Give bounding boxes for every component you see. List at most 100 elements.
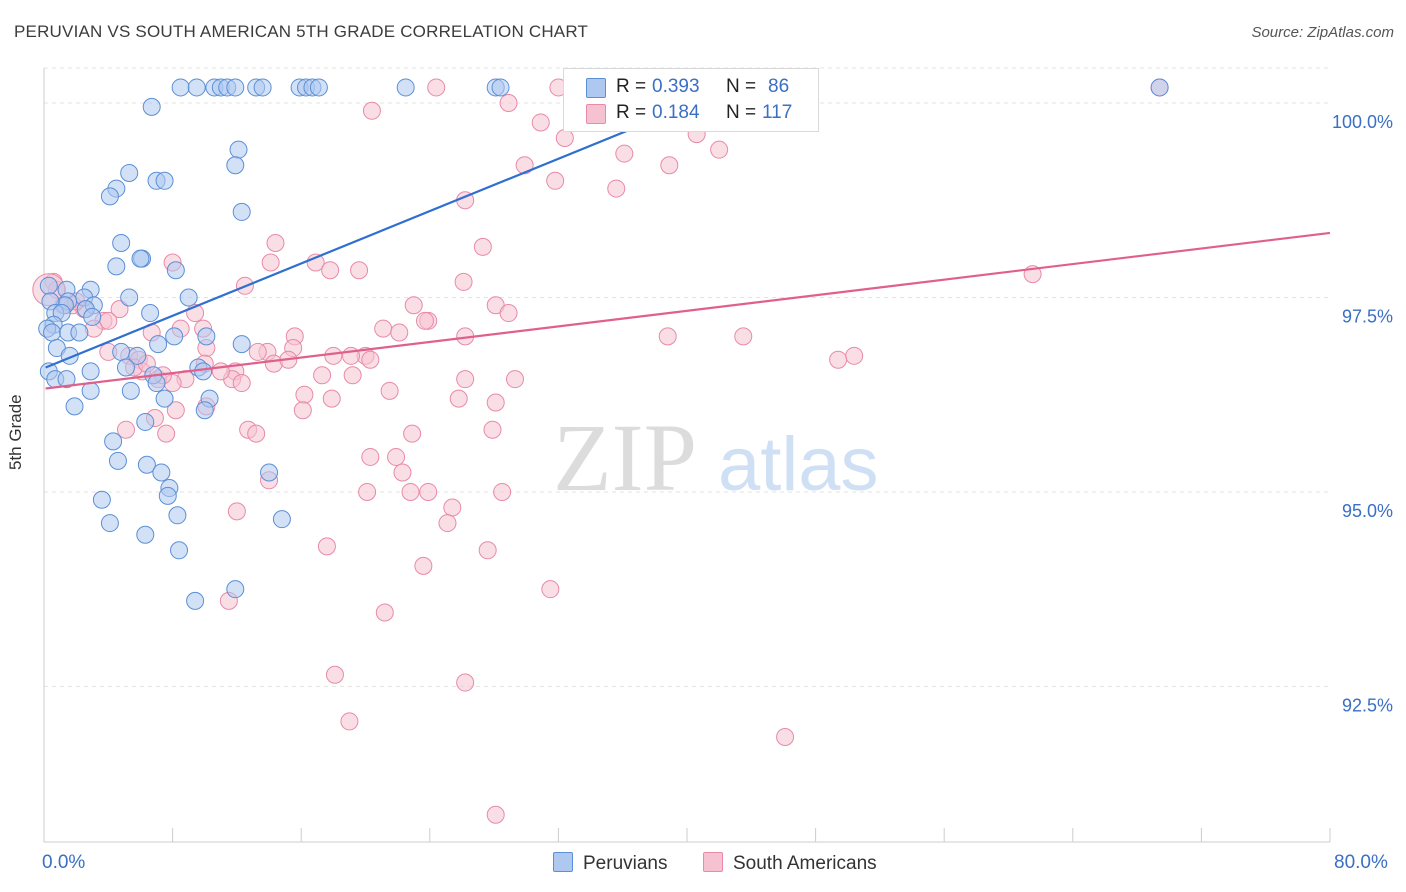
south-american-point	[486, 393, 505, 412]
peruvian-point	[81, 362, 100, 381]
south-american-point	[361, 447, 380, 466]
y-tick-label: 95.0%	[1342, 501, 1393, 521]
south-american-point	[166, 401, 185, 420]
south-american-point	[486, 805, 505, 824]
peruvian-point	[136, 412, 155, 431]
south-american-point	[415, 311, 434, 330]
peruvian-point	[170, 541, 189, 560]
peruvian-point	[120, 164, 139, 183]
y-tick-labels: 92.5% 95.0% 97.5% 100.0%	[1332, 112, 1393, 715]
trend-lines	[45, 86, 1331, 390]
peruvian-point	[108, 451, 127, 470]
x-tick-label-min: 0.0%	[42, 852, 86, 873]
x-tick-label-max: 80.0%	[1334, 852, 1388, 873]
south-american-point	[375, 603, 394, 622]
legend-n-value: 117	[762, 102, 793, 123]
peruvian-point	[309, 78, 328, 97]
south-american-point	[829, 350, 848, 369]
peruvian-point	[232, 202, 251, 221]
peruvians-points	[38, 78, 1169, 610]
south-american-point	[456, 673, 475, 692]
peruvian-point	[131, 249, 150, 268]
peruvian-point	[229, 140, 248, 159]
south-american-point	[116, 420, 135, 439]
axes	[43, 68, 1331, 843]
legend-n-label: N =	[726, 76, 757, 97]
legend-swatch-pink	[586, 104, 606, 124]
peruvian-point	[197, 327, 216, 346]
south-american-point	[531, 113, 550, 132]
south-american-point	[607, 179, 626, 198]
south-american-point	[454, 272, 473, 291]
south-american-point	[261, 253, 280, 272]
south-american-point	[157, 424, 176, 443]
peruvian-point	[260, 463, 279, 482]
peruvian-point	[142, 97, 161, 116]
peruvian-point	[43, 323, 62, 342]
peruvians-trend-line	[45, 86, 735, 369]
peruvian-point	[70, 323, 89, 342]
south-american-point	[403, 424, 422, 443]
peruvian-point	[396, 78, 415, 97]
south-american-point	[615, 144, 634, 163]
south-american-point	[546, 171, 565, 190]
y-tick-label: 97.5%	[1342, 306, 1393, 326]
south-american-point	[362, 101, 381, 120]
south-american-point	[505, 370, 524, 389]
peruvian-point	[155, 171, 174, 190]
south-american-point	[266, 234, 285, 253]
south-american-point	[295, 385, 314, 404]
peruvian-point	[194, 362, 213, 381]
peruvian-point	[171, 78, 190, 97]
peruvian-point	[100, 187, 119, 206]
south-american-point	[710, 140, 729, 159]
peruvian-point	[65, 397, 84, 416]
peruvian-point	[83, 307, 102, 326]
peruvian-point	[107, 257, 126, 276]
south-american-point	[317, 537, 336, 556]
south-american-point	[401, 482, 420, 501]
peruvian-point	[100, 514, 119, 533]
legend-r-label: R =	[616, 76, 647, 97]
peruvian-point	[112, 342, 131, 361]
south-american-point	[340, 712, 359, 731]
bottom-legend-south-americans: South Americans	[703, 852, 877, 875]
peruvian-point	[226, 78, 245, 97]
bottom-legend-label: South Americans	[733, 853, 877, 874]
south-american-point	[499, 94, 518, 113]
y-axis-label: 5th Grade	[6, 394, 25, 470]
peruvian-point	[136, 525, 155, 544]
peruvian-point	[116, 358, 135, 377]
peruvian-point	[226, 156, 245, 175]
peruvian-point	[39, 276, 58, 295]
watermark-zip: ZIP	[553, 404, 697, 511]
watermark-atlas: atlas	[718, 422, 879, 507]
south-american-point	[343, 366, 362, 385]
south-american-point	[390, 323, 409, 342]
peruvian-point	[253, 78, 272, 97]
south-american-point	[660, 156, 679, 175]
bottom-legend-label: Peruvians	[583, 853, 668, 874]
bottom-legend-swatch-blue	[553, 852, 573, 872]
south-american-point	[483, 420, 502, 439]
legend-r-label: R =	[616, 102, 647, 123]
legend-r-value: 0.393	[652, 76, 700, 97]
south-american-point	[325, 665, 344, 684]
peruvian-point	[81, 381, 100, 400]
south-american-point	[845, 346, 864, 365]
south-american-point	[493, 482, 512, 501]
peruvian-point	[232, 335, 251, 354]
peruvian-point	[120, 288, 139, 307]
south-american-point	[110, 300, 129, 319]
peruvian-point	[195, 401, 214, 420]
south-american-point	[358, 482, 377, 501]
south-american-point	[293, 401, 312, 420]
south-american-point	[443, 498, 462, 517]
south-american-point	[350, 261, 369, 280]
peruvian-point	[179, 288, 198, 307]
legend-n-label: N =	[726, 102, 757, 123]
peruvian-point	[226, 580, 245, 599]
bottom-legend-peruvians: Peruvians	[553, 852, 668, 875]
south-american-point	[324, 346, 343, 365]
